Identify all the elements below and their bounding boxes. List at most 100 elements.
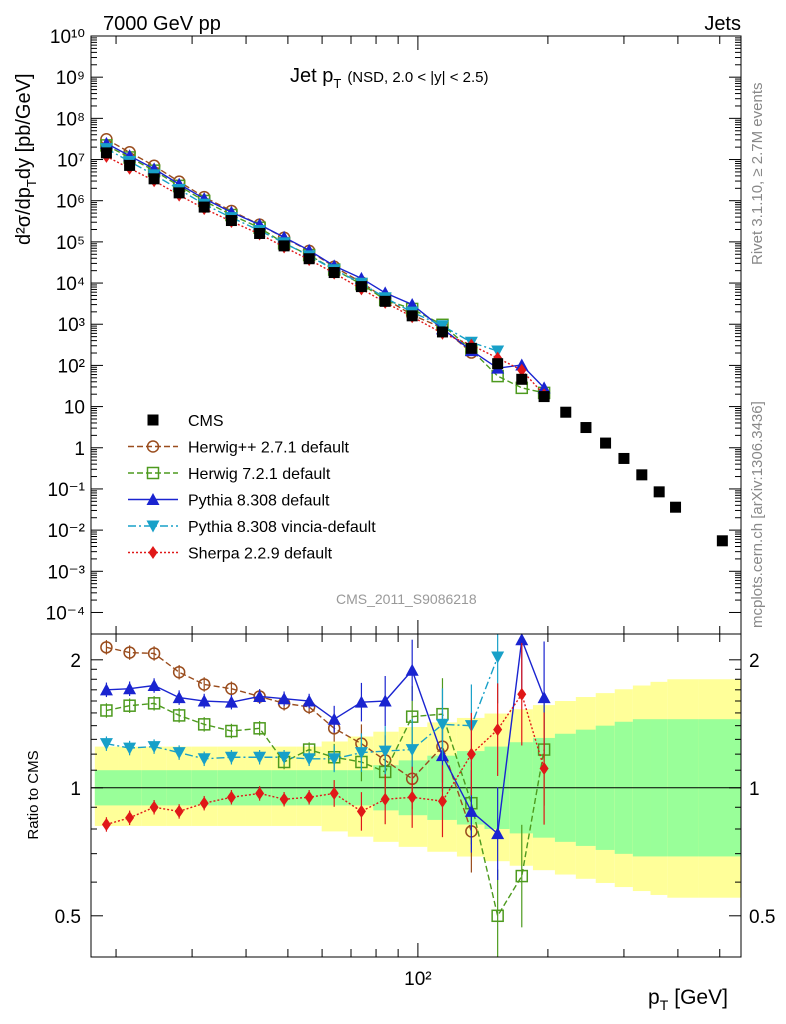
data-point bbox=[225, 215, 237, 227]
data-point bbox=[148, 173, 160, 185]
y-tick-label: 10 bbox=[64, 398, 85, 419]
ratio-frame bbox=[90, 633, 742, 958]
legend-marker bbox=[146, 520, 160, 533]
data-point bbox=[600, 437, 612, 449]
series-main-triangle-up bbox=[99, 136, 551, 394]
xlabel-main: p bbox=[648, 986, 660, 1009]
ratio-tick-label: 2 bbox=[749, 651, 760, 672]
ratio-tick-label: 1 bbox=[749, 779, 760, 800]
series-line bbox=[106, 147, 498, 352]
legend-marker bbox=[147, 414, 159, 426]
series-line bbox=[106, 155, 545, 396]
data-point bbox=[670, 501, 682, 513]
y-tick-label: 1 bbox=[74, 439, 85, 460]
legend-marker bbox=[148, 546, 158, 559]
legend-label: Pythia 8.308 vincia-default bbox=[188, 519, 376, 536]
data-point bbox=[379, 295, 391, 307]
y-tick-label: 10³ bbox=[58, 315, 85, 336]
data-point bbox=[538, 391, 550, 403]
y-tick-label: 10² bbox=[58, 356, 85, 377]
data-point bbox=[406, 310, 418, 322]
data-point bbox=[124, 159, 136, 171]
ratio-tick-label: 1 bbox=[70, 779, 81, 800]
ylabel-sub: T bbox=[24, 179, 39, 187]
legend-marker bbox=[146, 493, 160, 505]
ylabel-unit: dy [pb/GeV] bbox=[13, 73, 35, 179]
series-ratio-line bbox=[106, 692, 545, 826]
axis-ticks: 10¹⁰ 10⁹ 10⁸ 10⁷ 10⁶ 10⁵ 10⁴ 10³ 10² 10 1 10⁻¹ 10⁻² 1… bbox=[46, 27, 776, 990]
y-tick-label: 10⁻² bbox=[48, 521, 86, 542]
data-point bbox=[198, 201, 210, 213]
plot-title: Jet pT (NSD, 2.0 < |y| < 2.5) bbox=[290, 65, 489, 91]
series-point bbox=[435, 320, 449, 333]
series-ratio-diamond bbox=[101, 642, 549, 838]
data-point bbox=[436, 326, 448, 338]
y-tick-label: 10⁶ bbox=[56, 192, 85, 213]
title-sub: T bbox=[333, 76, 341, 91]
series-ratio-line bbox=[106, 656, 499, 760]
data-point bbox=[560, 406, 572, 418]
series-point bbox=[491, 345, 505, 358]
main-frame bbox=[90, 35, 742, 635]
y-tick-label: 10⁹ bbox=[56, 68, 85, 89]
analysis-watermark: CMS_2011_S9086218 bbox=[336, 591, 477, 607]
data-series-cms bbox=[100, 147, 728, 547]
data-point bbox=[580, 422, 592, 434]
data-point bbox=[465, 342, 477, 354]
data-point bbox=[618, 452, 630, 464]
y-axis-label: d²σ/dpTdy [pb/GeV] bbox=[13, 73, 39, 245]
y-tick-label: 10¹⁰ bbox=[50, 27, 85, 48]
series-point bbox=[537, 381, 551, 394]
legend-label: Herwig++ 2.7.1 default bbox=[188, 440, 350, 457]
title-extra: (NSD, 2.0 < |y| < 2.5) bbox=[347, 69, 488, 86]
legend-label: Sherpa 2.2.9 default bbox=[188, 546, 333, 563]
y-tick-label: 10⁴ bbox=[56, 274, 85, 295]
legend: CMS Herwig++ 2.7.1 default Herwig 7.2.1 de… bbox=[128, 413, 376, 563]
series-main-diamond bbox=[101, 149, 549, 402]
rivet-version-label: Rivet 3.1.10, ≥ 2.7M events bbox=[749, 83, 766, 266]
xlabel-unit: [GeV] bbox=[674, 986, 728, 1009]
mcplots-label: mcplots.cern.ch [arXiv:1306.3436] bbox=[749, 401, 766, 628]
data-point bbox=[173, 187, 185, 199]
legend-marker bbox=[146, 466, 160, 480]
title-main: Jet p bbox=[290, 65, 333, 87]
y-tick-label: 10⁸ bbox=[56, 109, 85, 130]
legend-marker bbox=[146, 440, 160, 453]
ratio-tick-label: 0.5 bbox=[55, 907, 81, 928]
y-tick-label: 10⁻⁴ bbox=[46, 603, 85, 624]
ratio-tick-label: 2 bbox=[70, 651, 81, 672]
x-tick-label: 10² bbox=[404, 969, 431, 990]
data-point bbox=[254, 227, 266, 239]
series-layer bbox=[99, 133, 728, 547]
ratio-y-label: Ratio to CMS bbox=[25, 750, 42, 839]
ratio-series-layer bbox=[99, 633, 551, 957]
series-line bbox=[106, 142, 545, 389]
series-main-square-open bbox=[100, 139, 551, 400]
data-point bbox=[492, 358, 504, 370]
legend-label: Pythia 8.308 default bbox=[188, 493, 330, 510]
x-axis-label: pT [GeV] bbox=[648, 986, 728, 1013]
data-point bbox=[303, 253, 315, 265]
series-main-triangle-down bbox=[99, 143, 505, 358]
y-tick-label: 10⁷ bbox=[57, 151, 85, 172]
xlabel-sub: T bbox=[660, 997, 669, 1013]
data-point bbox=[278, 240, 290, 252]
ylabel-main: d²σ/dp bbox=[13, 187, 35, 245]
data-point bbox=[653, 486, 665, 498]
y-tick-label: 10⁻³ bbox=[48, 562, 86, 583]
header-right: Jets bbox=[704, 13, 741, 35]
data-point bbox=[328, 267, 340, 279]
ratio-tick-label: 0.5 bbox=[749, 907, 775, 928]
data-point bbox=[636, 469, 648, 481]
data-point bbox=[100, 147, 112, 159]
header-left: 7000 GeV pp bbox=[103, 13, 221, 35]
y-tick-label: 10⁵ bbox=[56, 233, 85, 254]
axes-frames bbox=[90, 35, 742, 958]
data-point bbox=[516, 373, 528, 385]
series-point bbox=[517, 363, 527, 377]
data-point bbox=[716, 535, 728, 547]
y-tick-label: 10⁻¹ bbox=[48, 480, 86, 501]
legend-label: Herwig 7.2.1 default bbox=[188, 466, 331, 483]
legend-label: CMS bbox=[188, 413, 224, 430]
